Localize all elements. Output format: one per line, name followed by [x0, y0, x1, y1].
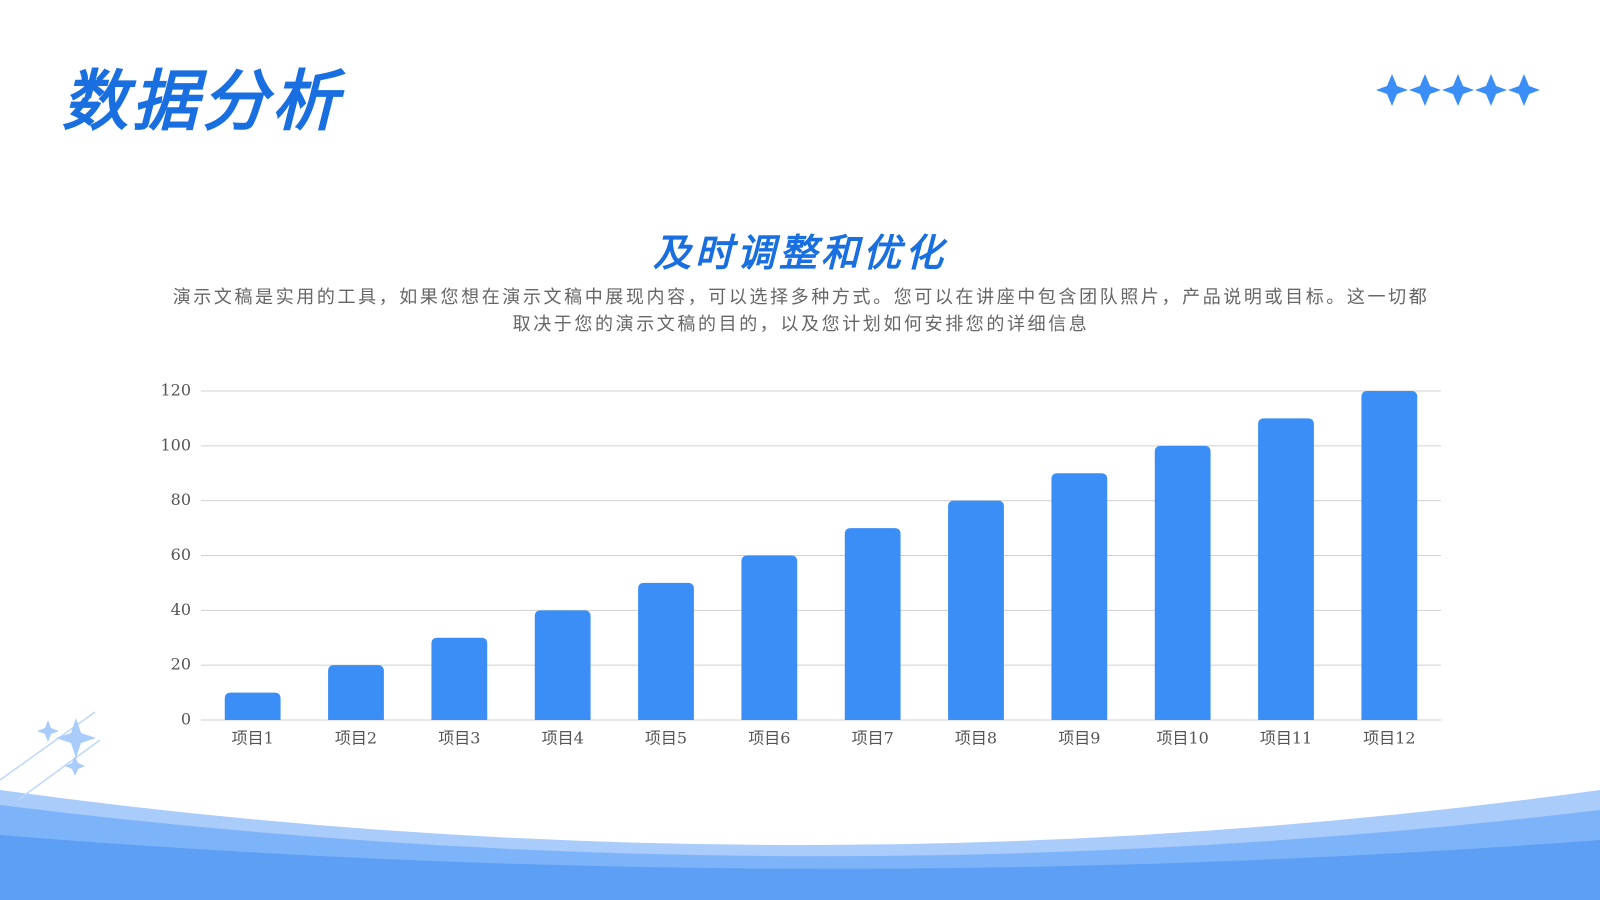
y-tick-label: 20	[171, 655, 191, 674]
bar	[534, 610, 591, 720]
y-tick-label: 120	[160, 381, 191, 400]
y-tick-label: 0	[181, 710, 191, 729]
sparkle	[0, 711, 101, 801]
bar	[948, 500, 1004, 720]
bar	[1258, 418, 1314, 720]
bar	[638, 582, 694, 720]
x-tick-label: 项目7	[852, 729, 894, 748]
wave-front	[0, 835, 1600, 900]
bar	[1361, 391, 1418, 720]
bar	[431, 637, 488, 720]
x-tick-label: 项目9	[1058, 729, 1100, 748]
x-tick-label: 项目6	[748, 729, 790, 748]
bar	[844, 528, 901, 720]
y-tick-label: 40	[171, 600, 191, 619]
x-tick-label: 项目12	[1363, 729, 1415, 748]
chart-title: 及时调整和优化	[652, 231, 947, 275]
bar	[741, 555, 798, 720]
bar	[1154, 445, 1211, 720]
x-tick-label: 项目1	[232, 729, 274, 748]
x-tick-label: 项目10	[1156, 729, 1208, 748]
x-tick-label: 项目8	[955, 729, 997, 748]
bar	[224, 692, 281, 720]
bar	[328, 665, 384, 720]
y-tick-label: 100	[160, 435, 191, 454]
stars	[1376, 74, 1540, 106]
y-tick-label: 80	[171, 490, 191, 509]
chart-subtitle: 演示文稿是实用的工具，如果您想在演示文稿中展现内容，可以选择多种方式。您可以在讲…	[172, 287, 1430, 335]
slide-title: 数据分析	[62, 63, 342, 140]
x-tick-label: 项目3	[438, 729, 480, 748]
x-tick-label: 项目11	[1260, 729, 1312, 748]
x-tick-label: 项目4	[542, 729, 584, 748]
x-tick-label: 项目5	[645, 729, 687, 748]
bar	[1051, 473, 1108, 720]
x-tick-label: 项目2	[335, 729, 377, 748]
y-tick-label: 60	[171, 545, 191, 564]
